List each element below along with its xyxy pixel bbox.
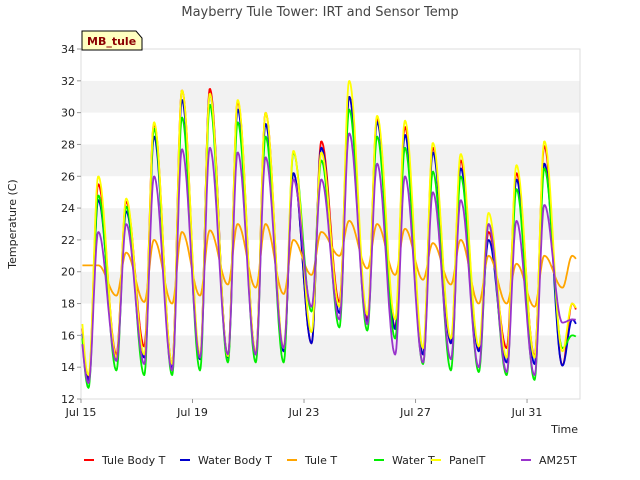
y-tick-label: 32 xyxy=(61,75,75,88)
y-tick-label: 16 xyxy=(61,329,75,342)
x-axis-label: Time xyxy=(550,423,578,436)
site-tag: MB_tule xyxy=(81,30,143,51)
legend-label: AM25T xyxy=(539,454,577,467)
y-tick-label: 20 xyxy=(61,266,75,279)
grid-band xyxy=(81,80,580,113)
plot-frame xyxy=(80,48,581,400)
grid-band xyxy=(81,49,580,81)
x-axis-ticks: Jul 15 Jul 19 Jul 23 Jul 27 Jul 31 xyxy=(65,399,543,419)
site-tag-box xyxy=(81,30,143,51)
legend-label: Water Body T xyxy=(198,454,272,467)
y-axis-label: Temperature (C) xyxy=(6,179,19,269)
legend-label: Tule T xyxy=(304,454,337,467)
y-tick-label: 30 xyxy=(61,107,75,120)
legend-label: Water T xyxy=(392,454,435,467)
x-tick-label: Jul 15 xyxy=(65,406,97,419)
y-axis-ticks: 12 14 16 18 20 22 24 26 28 30 32 34 xyxy=(61,43,81,406)
grid-band xyxy=(81,335,580,368)
y-tick-label: 24 xyxy=(61,202,75,215)
y-tick-label: 28 xyxy=(61,138,75,151)
y-tick-label: 26 xyxy=(61,170,75,183)
y-tick-label: 22 xyxy=(61,234,75,247)
site-tag-label: MB_tule xyxy=(87,35,136,48)
series-line xyxy=(81,80,577,376)
y-tick-label: 14 xyxy=(61,361,75,374)
plot-area xyxy=(80,48,581,400)
series-layer xyxy=(81,80,577,389)
series-line xyxy=(81,132,577,384)
chart-title: Mayberry Tule Tower: IRT and Sensor Temp xyxy=(181,5,458,20)
x-tick-label: Jul 23 xyxy=(288,406,320,419)
grid-band xyxy=(81,112,580,145)
grid-band xyxy=(81,144,580,177)
y-tick-label: 34 xyxy=(61,43,75,56)
x-tick-label: Jul 31 xyxy=(511,406,543,419)
legend: Tule Body T Water Body T Tule T Water T Pane… xyxy=(84,454,577,467)
legend-label: Tule Body T xyxy=(101,454,166,467)
grid-band xyxy=(81,176,580,209)
y-tick-label: 12 xyxy=(61,393,75,406)
legend-label: PanelT xyxy=(449,454,486,467)
grid-band xyxy=(81,303,580,336)
grid-band xyxy=(81,271,580,304)
x-tick-label: Jul 19 xyxy=(176,406,208,419)
grid-band xyxy=(81,367,580,399)
y-tick-label: 18 xyxy=(61,298,75,311)
x-tick-label: Jul 27 xyxy=(399,406,431,419)
